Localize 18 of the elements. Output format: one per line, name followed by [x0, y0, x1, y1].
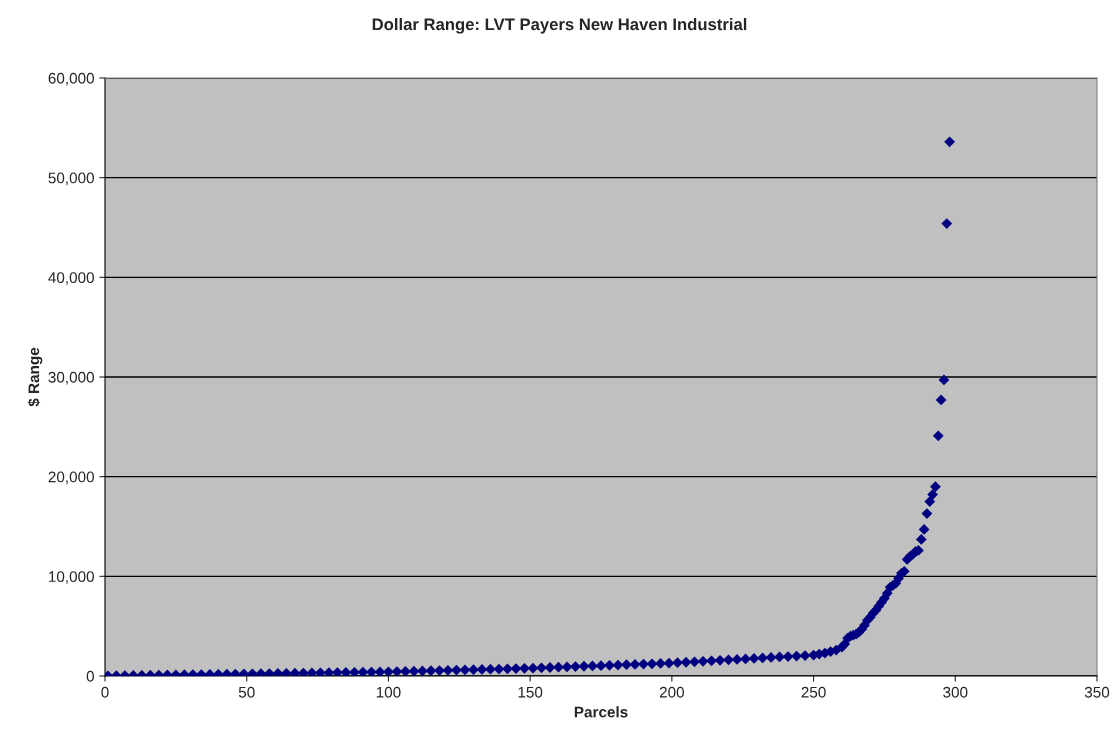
x-tick-label: 100: [376, 686, 401, 698]
x-tick-label: 150: [518, 686, 543, 698]
y-tick-label: 20,000: [48, 471, 94, 485]
x-tick-label: 50: [238, 686, 255, 698]
x-tick-label: 250: [801, 686, 826, 698]
x-tick-label: 200: [659, 686, 685, 698]
x-tick-label: 350: [1084, 686, 1110, 698]
y-tick-label: 30,000: [48, 371, 94, 385]
x-tick-label: 0: [101, 686, 109, 698]
y-tick-label: 0: [86, 670, 94, 682]
y-axis-title: $ Range: [27, 347, 43, 407]
x-axis-title: Parcels: [574, 706, 628, 718]
y-tick-label: 60,000: [48, 72, 94, 86]
chart-title: Dollar Range: LVT Payers New Haven Industrial: [372, 18, 747, 34]
x-tick-label: 300: [943, 686, 968, 698]
y-tick-label: 40,000: [48, 272, 94, 285]
y-tick-label: 10,000: [49, 571, 94, 584]
y-tick-label: 50,000: [48, 172, 94, 186]
